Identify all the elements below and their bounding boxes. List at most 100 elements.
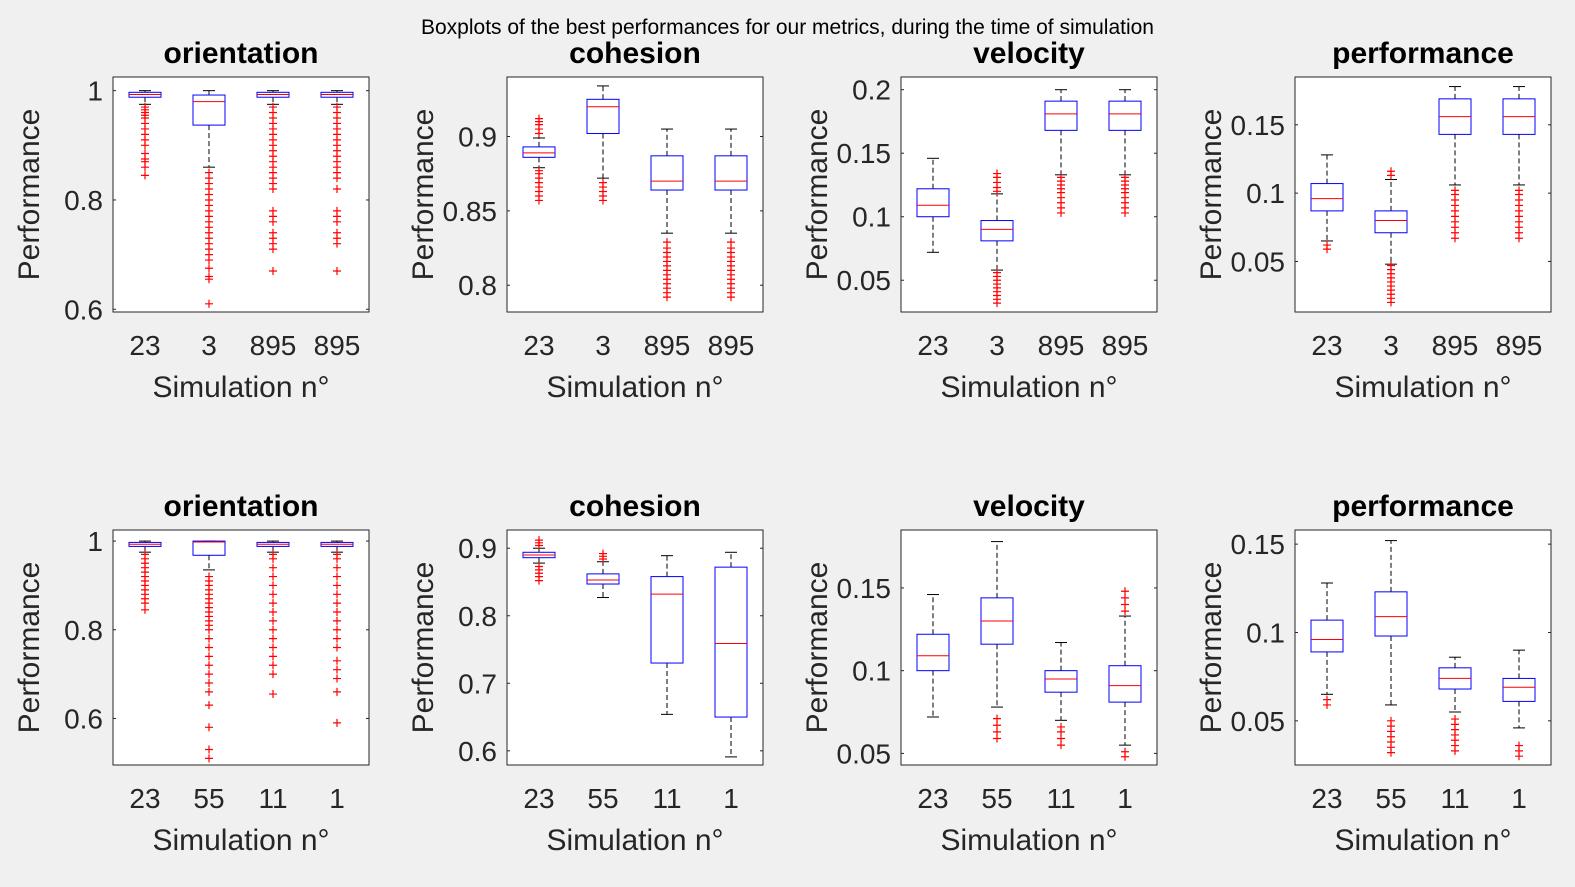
box-1	[916, 594, 950, 718]
outlier-marker	[333, 687, 341, 696]
box-iqr	[1044, 670, 1078, 693]
outlier-marker	[333, 581, 341, 590]
y-axis-label: Performance	[13, 109, 46, 281]
box-2	[586, 549, 620, 599]
outlier-marker	[269, 690, 277, 699]
outlier-marker	[333, 267, 341, 276]
box-1	[1310, 154, 1344, 254]
box-iqr	[586, 98, 620, 135]
x-tick-label: 23	[917, 330, 948, 361]
outlier-marker	[535, 562, 543, 571]
outlier-marker	[993, 268, 1001, 277]
y-axis-label: Performance	[407, 562, 440, 734]
axes-frame	[900, 76, 1158, 313]
x-tick-label: 23	[523, 330, 554, 361]
outlier-marker	[333, 656, 341, 665]
outlier-marker	[205, 754, 213, 763]
outlier-marker	[1515, 741, 1523, 750]
outlier-marker	[205, 723, 213, 732]
outlier-marker	[333, 718, 341, 727]
box-4	[1502, 86, 1536, 243]
outlier-marker	[1451, 715, 1459, 724]
outlier-marker	[1121, 173, 1129, 182]
outlier-marker	[205, 745, 213, 754]
box-iqr	[650, 155, 684, 191]
y-tick-label: 0.8	[458, 601, 497, 632]
subplot-title: cohesion	[569, 37, 701, 70]
x-axis-label: Simulation n°	[1334, 824, 1511, 857]
y-tick-label: 0.1	[852, 656, 891, 687]
outlier-marker	[599, 549, 607, 558]
outlier-marker	[333, 616, 341, 625]
box-iqr	[916, 188, 950, 218]
x-tick-label: 23	[1311, 783, 1342, 814]
x-axis-label: Simulation n°	[546, 824, 723, 857]
y-tick-label: 0.9	[458, 121, 497, 152]
x-tick-label: 23	[129, 330, 160, 361]
outlier-marker	[1515, 186, 1523, 195]
x-axis-label: Simulation n°	[152, 371, 329, 404]
box-iqr	[1044, 100, 1078, 131]
x-tick-label: 23	[1311, 330, 1342, 361]
outlier-marker	[205, 661, 213, 670]
y-axis-label: Performance	[407, 109, 440, 281]
outlier-marker	[269, 267, 277, 276]
box-2	[1374, 540, 1408, 757]
outlier-marker	[1387, 716, 1395, 725]
y-tick-label: 0.6	[458, 736, 497, 767]
box-iqr	[1374, 591, 1408, 637]
x-tick-label: 895	[1496, 330, 1543, 361]
outlier-marker	[333, 599, 341, 608]
axes-frame	[1294, 76, 1552, 313]
outlier-marker	[269, 572, 277, 581]
outlier-marker	[1057, 173, 1065, 182]
box-3	[1044, 89, 1078, 217]
axes-frame	[112, 76, 370, 313]
outlier-marker	[269, 206, 277, 215]
outlier-marker	[269, 670, 277, 679]
outlier-marker	[269, 608, 277, 617]
y-tick-label: 0.8	[64, 615, 103, 646]
box-iqr	[1310, 619, 1344, 653]
outlier-marker	[205, 670, 213, 679]
x-tick-label: 11	[258, 783, 287, 814]
axes-frame	[112, 529, 370, 766]
y-tick-label: 0.7	[458, 668, 497, 699]
y-axis-label: Performance	[13, 562, 46, 734]
y-tick-label: 0.15	[1231, 529, 1286, 560]
box-iqr	[522, 146, 556, 158]
axes-frame	[506, 76, 764, 313]
box-1	[522, 114, 556, 205]
box-iqr	[714, 155, 748, 191]
box-4	[320, 90, 354, 276]
x-axis-label: Simulation n°	[940, 371, 1117, 404]
x-tick-label: 895	[314, 330, 361, 361]
outlier-marker	[333, 590, 341, 599]
box-iqr	[586, 573, 620, 585]
outlier-marker	[663, 238, 671, 247]
outlier-marker	[535, 114, 543, 123]
y-axis-label: Performance	[801, 562, 834, 734]
box-1	[916, 157, 950, 253]
x-tick-label: 895	[250, 330, 297, 361]
y-tick-label: 0.85	[443, 196, 498, 227]
outlier-marker	[205, 272, 213, 281]
box-2	[980, 541, 1014, 743]
outlier-marker	[599, 178, 607, 187]
box-3	[650, 128, 684, 302]
outlier-marker	[269, 616, 277, 625]
outlier-marker	[333, 634, 341, 643]
box-4	[1108, 587, 1142, 761]
box-3	[1438, 656, 1472, 755]
box-1	[522, 536, 556, 585]
outlier-marker	[727, 238, 735, 247]
outlier-marker	[269, 103, 277, 112]
box-2	[586, 85, 620, 205]
x-tick-label: 11	[652, 783, 681, 814]
box-3	[256, 90, 290, 276]
y-tick-label: 1	[87, 76, 103, 107]
